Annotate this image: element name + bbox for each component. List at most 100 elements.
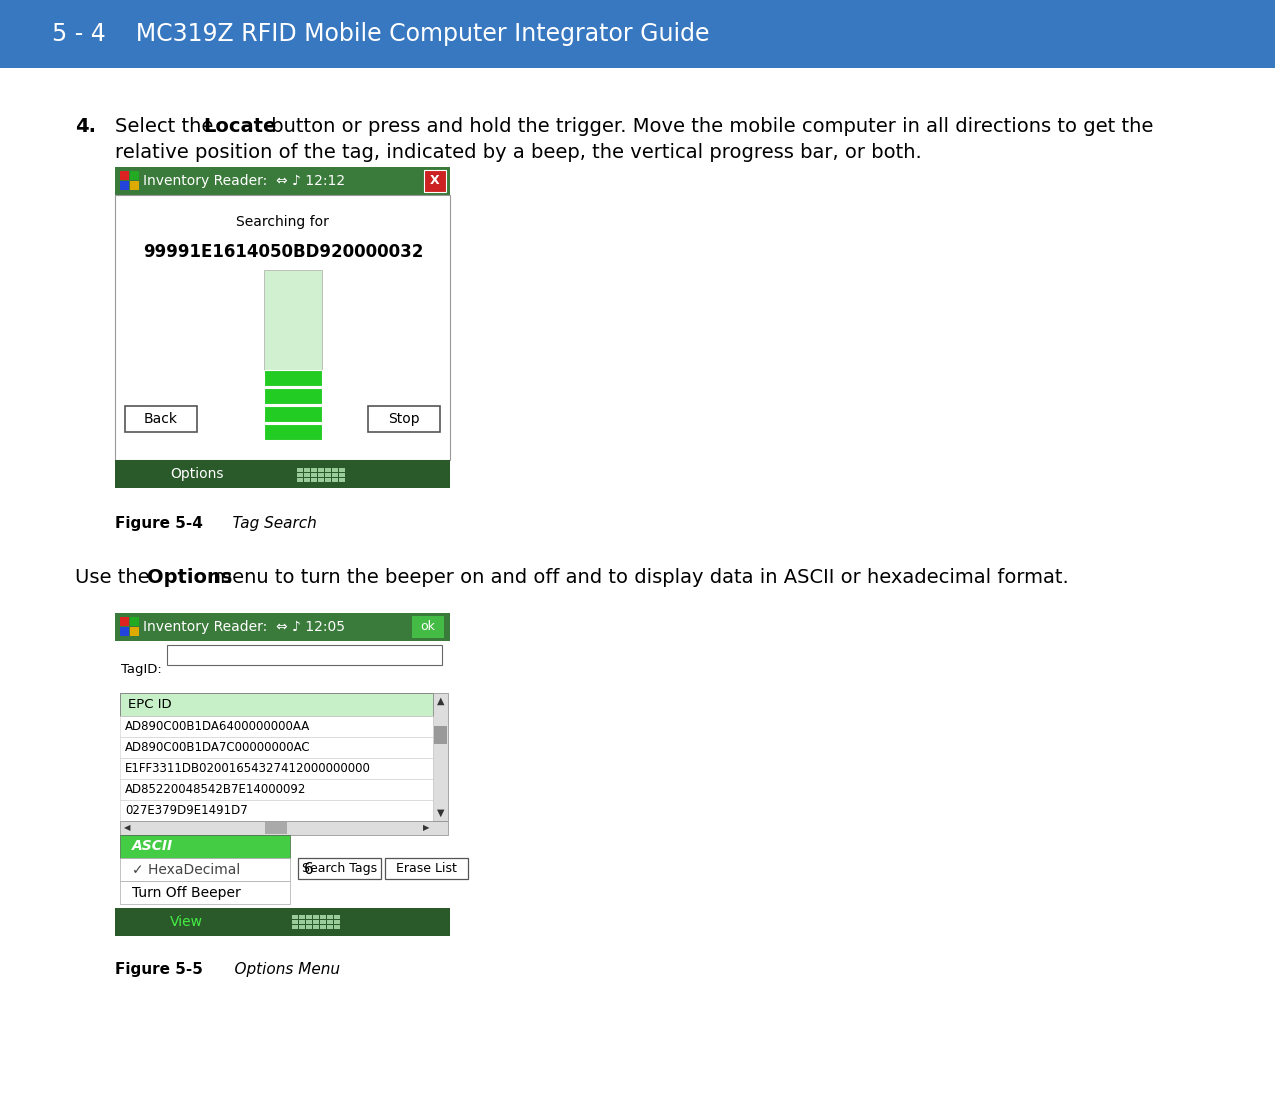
Text: 5 - 4    MC319Z RFID Mobile Computer Integrator Guide: 5 - 4 MC319Z RFID Mobile Computer Integr… [52,22,709,46]
Bar [311,473,317,477]
Bar [120,779,434,800]
Bar [115,195,450,460]
Bar [311,468,317,472]
Text: Tag Search: Tag Search [213,516,316,531]
Text: ▲: ▲ [437,695,444,706]
Bar [120,171,129,180]
Bar [120,627,129,636]
Bar [317,473,324,477]
Bar [130,181,139,190]
Bar [300,920,305,924]
Text: relative position of the tag, indicated by a beep, the vertical progress bar, or: relative position of the tag, indicated … [115,143,922,162]
Text: X: X [430,174,440,188]
Bar [317,468,324,472]
Bar [303,468,310,472]
Bar [120,617,129,626]
Bar [334,915,340,919]
Bar [120,716,434,737]
Text: Options Menu: Options Menu [215,962,340,977]
Bar [320,920,326,924]
Bar [412,617,444,638]
Bar [311,478,317,482]
Bar [125,406,198,432]
Bar [326,925,333,929]
Bar [115,167,450,195]
Bar [332,468,338,472]
Bar [120,737,434,758]
Text: AD85220048542B7E14000092: AD85220048542B7E14000092 [125,783,306,796]
Bar [300,925,305,929]
Text: Erase List: Erase List [397,862,456,875]
Bar [339,478,346,482]
Bar [264,370,321,386]
Text: ▼: ▼ [437,808,444,818]
Bar [425,170,446,192]
Bar [115,908,450,936]
Text: Inventory Reader:  ⇔ ♪ 12:05: Inventory Reader: ⇔ ♪ 12:05 [143,620,346,634]
Bar [385,858,468,879]
Text: menu to turn the beeper on and off and to display data in ASCII or hexadecimal f: menu to turn the beeper on and off and t… [207,568,1068,587]
Bar [312,915,319,919]
Bar [306,915,312,919]
Text: ✓ HexaDecimal: ✓ HexaDecimal [133,862,240,877]
Text: Use the: Use the [75,568,156,587]
Bar [120,758,434,779]
Bar [300,915,305,919]
Bar [334,920,340,924]
Bar [317,478,324,482]
Bar [130,617,139,626]
Bar [264,822,287,834]
Bar [339,473,346,477]
Bar [297,468,303,472]
Bar [167,645,442,665]
Text: Figure 5-5: Figure 5-5 [115,962,203,977]
Bar [115,460,450,488]
Text: Search Tags: Search Tags [302,862,377,875]
Text: 027E379D9E1491D7: 027E379D9E1491D7 [125,804,247,817]
Bar [292,915,298,919]
Text: ◀: ◀ [124,824,130,833]
Bar [320,925,326,929]
Text: Turn Off Beeper: Turn Off Beeper [133,885,241,900]
Text: Locate: Locate [203,117,277,136]
Text: ASCII: ASCII [133,839,173,853]
Bar [120,693,434,716]
Text: TagID:: TagID: [121,663,162,676]
Text: 99991E1614050BD920000032: 99991E1614050BD920000032 [143,244,423,261]
Bar [334,925,340,929]
Bar [297,473,303,477]
Bar [368,406,440,432]
Bar [312,920,319,924]
Bar [325,473,332,477]
Bar [434,693,448,821]
Text: Figure 5-4: Figure 5-4 [115,516,203,531]
Text: AD890C00B1DA7C00000000AC: AD890C00B1DA7C00000000AC [125,740,311,754]
Bar [120,181,129,190]
Bar [332,473,338,477]
Bar [326,915,333,919]
Bar [120,800,434,821]
Text: EPC ID: EPC ID [128,698,172,711]
Text: Options: Options [170,467,223,480]
Text: ▶: ▶ [423,824,430,833]
Bar [120,835,289,858]
Bar [264,270,321,370]
Bar [120,821,448,835]
Bar [326,920,333,924]
Bar [297,478,303,482]
Text: Select the: Select the [115,117,219,136]
Bar [312,925,319,929]
Bar [320,915,326,919]
Bar [264,388,321,404]
Text: Stop: Stop [388,412,419,426]
Text: 4.: 4. [75,117,96,136]
Text: Options: Options [147,568,232,587]
Bar [264,425,321,440]
Text: Searching for: Searching for [236,215,329,229]
Text: View: View [170,915,203,929]
Bar [120,858,289,881]
Bar [306,925,312,929]
Bar [303,478,310,482]
Bar [298,858,381,879]
Text: ok: ok [421,621,436,633]
